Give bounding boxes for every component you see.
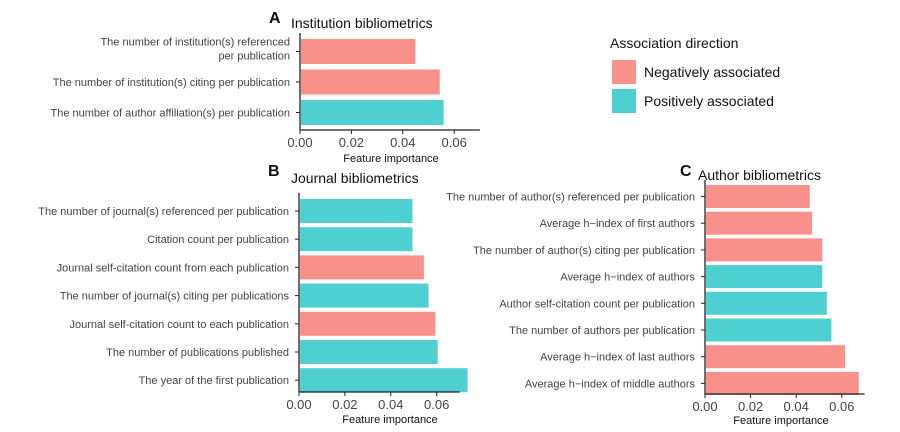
panel-c-bar (706, 318, 832, 342)
panel-a-x-axis-title: Feature importance (343, 153, 438, 165)
panel-b-category-label: The number of publications published (106, 347, 289, 359)
panel-c-letter: C (680, 163, 692, 180)
panel-c-category-label: Average h−index of last authors (540, 352, 695, 364)
panel-a-category-label: The number of author affiliation(s) per … (51, 108, 291, 120)
panel-a-x-tick-label: 0.04 (390, 135, 415, 150)
panel-c-x-tick-label: 0.06 (829, 399, 854, 414)
panel-c-x-tick-label: 0.02 (738, 399, 763, 414)
panel-b-bar (300, 283, 429, 308)
panel-c-x-tick-label: 0.00 (692, 399, 717, 414)
panel-b-bar (300, 227, 413, 252)
panel-b-x-tick-label: 0.04 (378, 397, 403, 412)
panel-b: B Journal bibliometrics The number of jour… (38, 163, 468, 426)
panel-c-bar (706, 238, 823, 262)
panel-c-category-label: Average h−index of authors (560, 272, 695, 284)
panel-b-bar (300, 255, 424, 280)
panel-b-x-tick-label: 0.00 (286, 397, 311, 412)
panel-c-category-label: Author self-citation count per publicati… (499, 298, 695, 310)
panel-a-x-tick-label: 0.02 (339, 135, 364, 150)
panel-c-category-label: The number of author(s) citing per publi… (473, 245, 695, 257)
panel-a-bar (301, 39, 416, 64)
panel-b-bar (300, 311, 436, 336)
panel-b-x-axis-title: Feature importance (342, 414, 437, 426)
panel-c-bar (706, 371, 859, 395)
legend-title: Association direction (610, 35, 738, 51)
panel-a-bar (301, 69, 440, 95)
panel-a-letter: A (269, 10, 281, 27)
panel-b-bar (300, 340, 438, 364)
panel-c-x-tick-label: 0.04 (784, 399, 809, 414)
panel-c-bar (706, 291, 827, 315)
panel-c-bar (706, 211, 813, 235)
panel-b-category-label: The number of journal(s) referenced per … (38, 206, 289, 218)
panel-b-category-label: Journal self-citation count to each publ… (69, 319, 289, 331)
panel-c-x-axis-title: Feature importance (733, 415, 828, 427)
panel-b-category-label: The year of the first publication (139, 375, 289, 387)
legend-items: Negatively associated Positively associat… (612, 60, 780, 113)
panel-a-x-tick-label: 0.00 (287, 135, 312, 150)
panel-b-category-label: The number of journal(s) citing per publ… (60, 291, 290, 303)
legend-swatch-negative (612, 60, 636, 84)
panel-a-category-label: The number of institution(s) citing per … (53, 77, 290, 89)
panel-c-bar (706, 265, 823, 289)
panel-c-category-label: The number of authors per publication (509, 325, 695, 337)
panel-c-bar (706, 185, 810, 208)
panel-c-category-label: The number of author(s) referenced per p… (446, 192, 695, 204)
panel-c-category-label: Average h−index of middle authors (525, 378, 696, 390)
panel-b-x-tick-label: 0.02 (332, 397, 357, 412)
panel-b-category-label: Journal self-citation count from each pu… (57, 262, 289, 274)
panel-a-bar (301, 100, 444, 125)
legend-swatch-positive (612, 89, 636, 113)
panel-a-title: Institution bibliometrics (291, 15, 433, 31)
panel-b-x-tick-label: 0.06 (424, 397, 449, 412)
panel-b-bar (300, 199, 413, 223)
legend: Association direction Negatively associa… (610, 35, 780, 113)
panel-b-category-label: Citation count per publication (147, 234, 289, 246)
panel-c-bar (706, 345, 846, 369)
panel-b-title: Journal bibliometrics (291, 170, 419, 186)
panel-b-bar (300, 368, 468, 393)
panel-a-category-label: The number of institution(s) referenced p… (100, 37, 290, 63)
legend-label-negative: Negatively associated (644, 64, 780, 80)
panel-c-title: Author bibliometrics (698, 167, 821, 183)
panel-c-category-label: Average h−index of first authors (540, 218, 696, 230)
panel-b-letter: B (268, 163, 280, 180)
panel-a-x-tick-label: 0.06 (442, 135, 467, 150)
legend-label-positive: Positively associated (644, 93, 774, 109)
